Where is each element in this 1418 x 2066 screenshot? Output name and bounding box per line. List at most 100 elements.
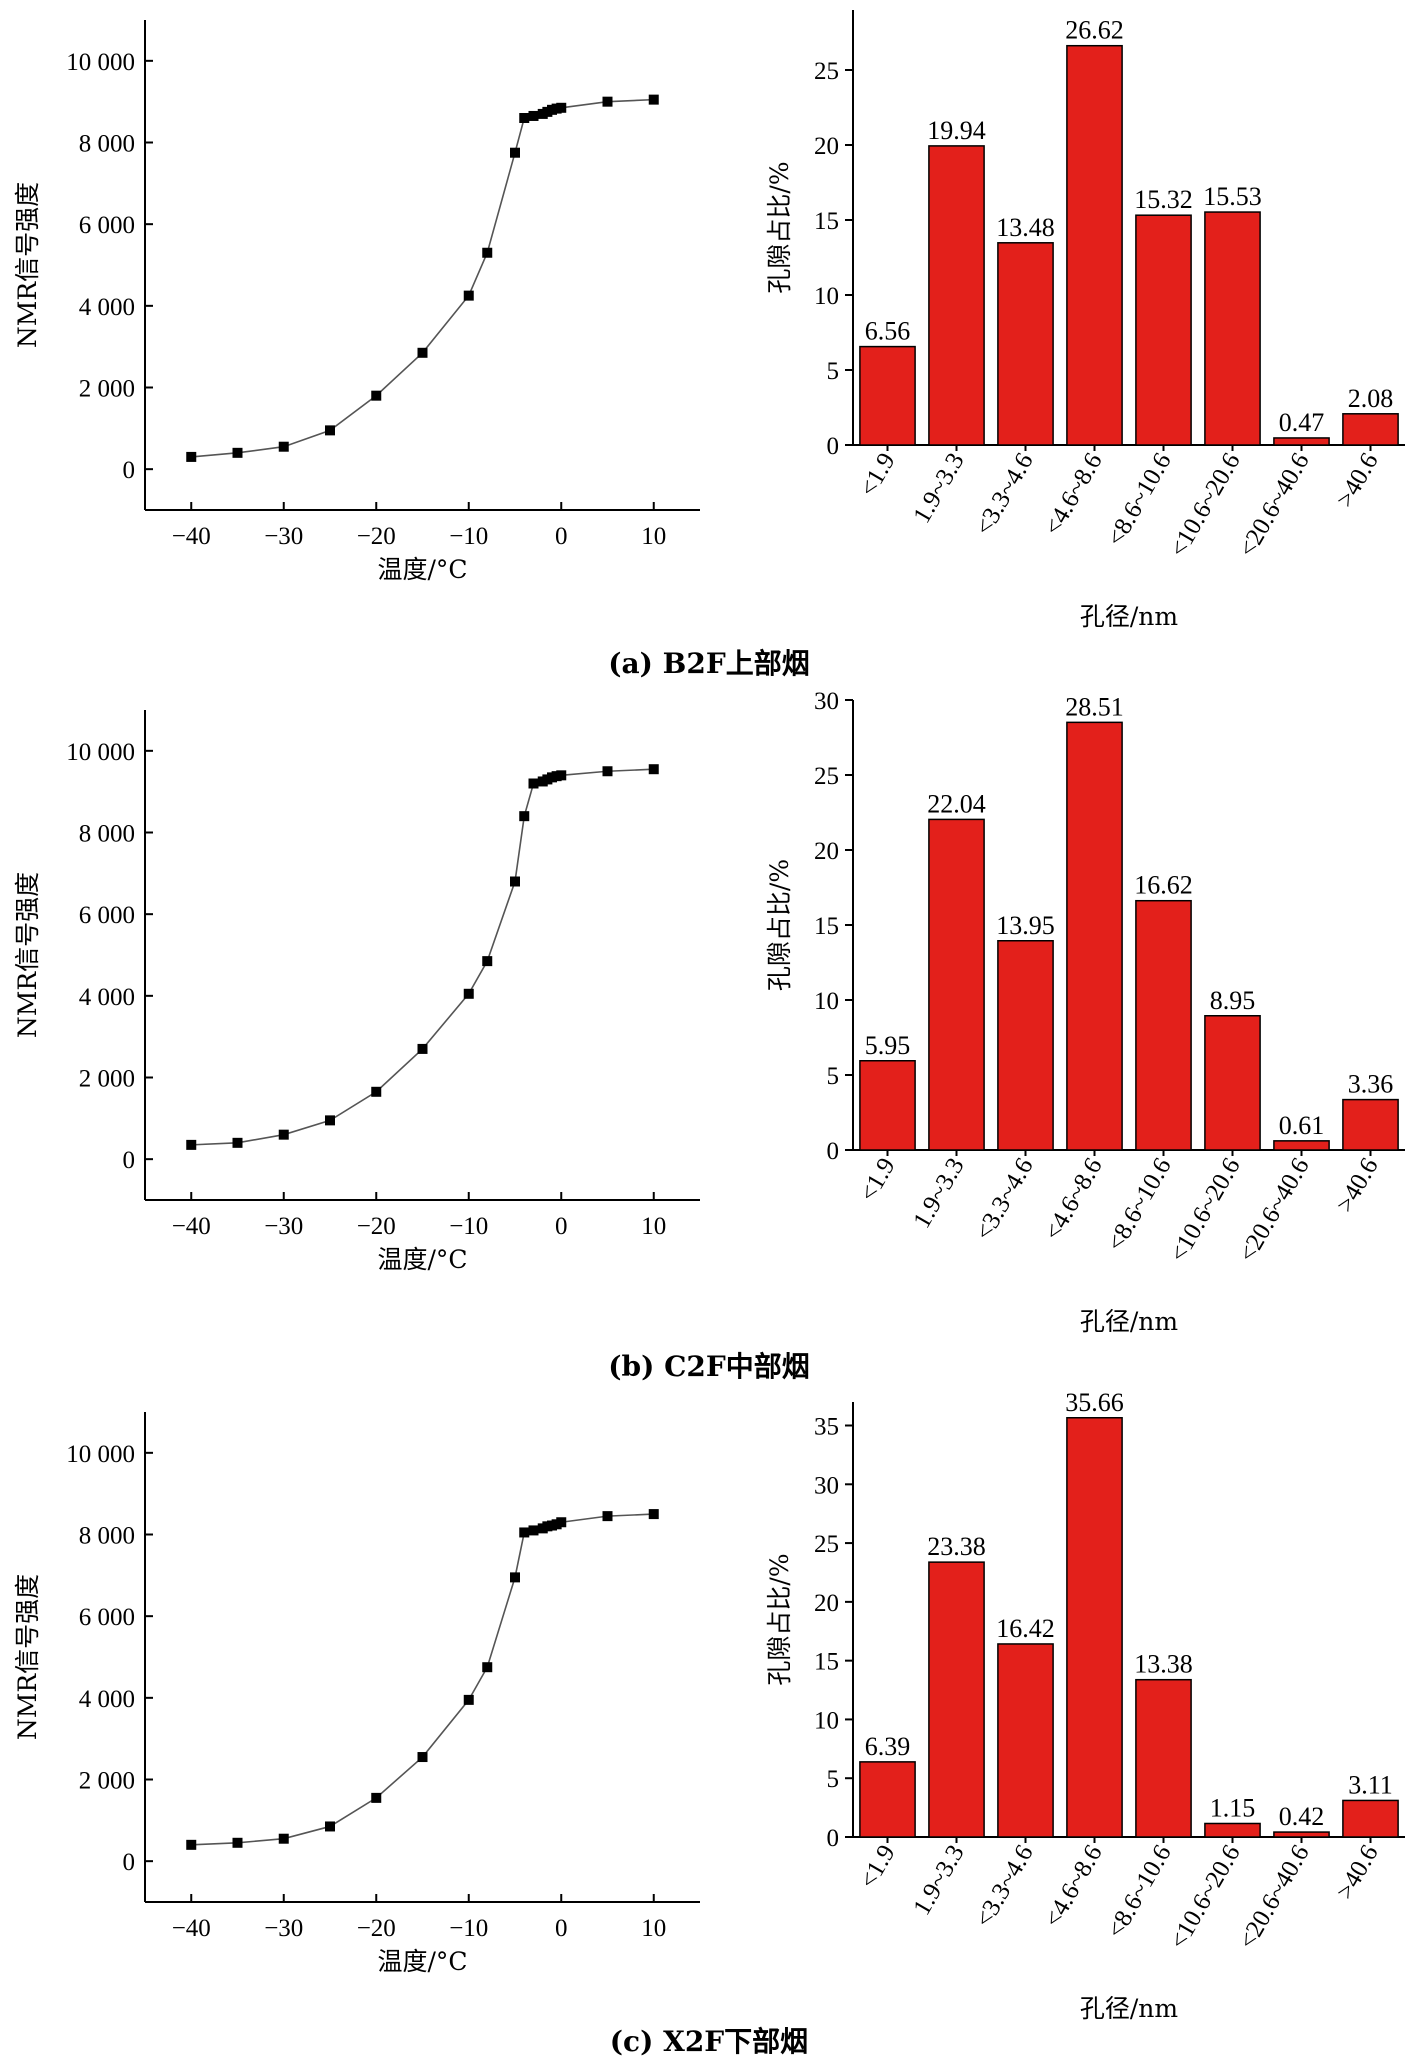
y-tick-label: 4 000 bbox=[79, 1686, 135, 1713]
data-point bbox=[463, 988, 474, 999]
x-tick-label: −30 bbox=[264, 523, 303, 550]
data-point bbox=[482, 1662, 493, 1673]
y-tick-label: 30 bbox=[814, 690, 839, 715]
data-point bbox=[186, 451, 197, 462]
data-label: 0.42 bbox=[1279, 1802, 1325, 1831]
data-point bbox=[482, 247, 493, 258]
data-point bbox=[602, 766, 613, 777]
bar bbox=[1204, 1822, 1261, 1838]
y-tick-label: 4 000 bbox=[79, 984, 135, 1011]
bar bbox=[997, 940, 1054, 1151]
series-line bbox=[191, 1513, 654, 1846]
line-chart-a: 0 2 000 4 000 6 000 8 000 10 000 −40 −30 −20 −10 0… bbox=[13, 20, 700, 584]
data-point bbox=[648, 94, 659, 105]
bar bbox=[1342, 1098, 1399, 1151]
y-tick-label: 10 000 bbox=[66, 1441, 135, 1468]
data-point bbox=[528, 110, 539, 121]
data-label: 15.32 bbox=[1134, 185, 1193, 214]
y-tick-label: 0 bbox=[123, 1849, 136, 1876]
x-tick-label: <10.6~20.6 bbox=[1165, 449, 1246, 562]
y-tick-label: 15 bbox=[814, 208, 839, 235]
data-label: 2.08 bbox=[1348, 384, 1394, 413]
x-tick-label: <8.6~10.6 bbox=[1102, 1841, 1177, 1943]
y-tick-label: 25 bbox=[814, 763, 839, 790]
y-tick-label: 5 bbox=[827, 1063, 840, 1090]
x-axis-label: 孔径/nm bbox=[1080, 1994, 1179, 2023]
data-point bbox=[371, 390, 382, 401]
data-point bbox=[648, 1509, 659, 1520]
caption-c: (c) X2F下部烟 bbox=[609, 2025, 809, 2058]
data-point bbox=[278, 441, 289, 452]
x-tick-label: <10.6~20.6 bbox=[1165, 1154, 1246, 1267]
x-axis-label: 温度/°C bbox=[377, 1245, 467, 1274]
y-tick-label: 20 bbox=[814, 133, 839, 160]
caption-a: (a) B2F上部烟 bbox=[608, 647, 810, 680]
data-point bbox=[232, 1837, 243, 1848]
x-tick-label: 1.9~3.3 bbox=[908, 449, 969, 528]
bar bbox=[928, 818, 985, 1151]
y-axis-label: NMR信号强度 bbox=[13, 872, 42, 1038]
x-tick-label: <3.3~4.6 bbox=[970, 449, 1038, 541]
x-tick-label: 1.9~3.3 bbox=[908, 1154, 969, 1233]
x-tick-label: <8.6~10.6 bbox=[1102, 1154, 1177, 1256]
bar bbox=[1273, 437, 1330, 446]
y-tick-label: 5 bbox=[827, 358, 840, 385]
x-tick-label: >40.6 bbox=[1331, 1841, 1383, 1905]
y-tick-label: 0 bbox=[827, 1825, 840, 1852]
data-point bbox=[371, 1792, 382, 1803]
data-label: 13.48 bbox=[996, 213, 1055, 242]
data-label: 13.95 bbox=[996, 911, 1055, 940]
x-tick-label: <1.9 bbox=[855, 1154, 901, 1207]
x-tick-label: −10 bbox=[449, 1915, 488, 1942]
data-point bbox=[510, 1572, 520, 1583]
bar bbox=[859, 1761, 916, 1838]
data-label: 22.04 bbox=[927, 789, 986, 818]
bar bbox=[928, 145, 985, 446]
x-tick-label: 10 bbox=[641, 1213, 666, 1240]
x-tick-label: −40 bbox=[172, 523, 211, 550]
y-tick-label: 0 bbox=[123, 457, 136, 484]
series-line bbox=[191, 98, 654, 458]
y-tick-label: 2 000 bbox=[79, 1768, 135, 1795]
bar bbox=[1066, 721, 1123, 1151]
x-tick-label: 0 bbox=[555, 1213, 568, 1240]
y-tick-label: 6 000 bbox=[79, 212, 135, 239]
bar-chart-a: 0 5 10 15 20 25 6.56 <1.9 19.94 1.9~3.3 13.48 <3.3~… bbox=[765, 10, 1405, 631]
x-tick-label: −10 bbox=[449, 523, 488, 550]
bar bbox=[1135, 214, 1192, 446]
data-label: 26.62 bbox=[1065, 16, 1124, 45]
data-label: 16.42 bbox=[996, 1614, 1055, 1643]
y-tick-label: 20 bbox=[814, 838, 839, 865]
data-point bbox=[510, 147, 520, 158]
y-tick-label: 4 000 bbox=[79, 294, 135, 321]
x-tick-label: <20.6~40.6 bbox=[1234, 1154, 1315, 1267]
bar bbox=[1273, 1140, 1330, 1151]
y-axis-label: NMR信号强度 bbox=[13, 182, 42, 348]
y-tick-label: 25 bbox=[814, 58, 839, 85]
data-label: 1.15 bbox=[1210, 1793, 1256, 1822]
data-label: 28.51 bbox=[1065, 692, 1124, 721]
data-label: 15.53 bbox=[1203, 182, 1262, 211]
x-tick-label: >40.6 bbox=[1331, 1154, 1383, 1218]
data-point bbox=[463, 290, 474, 301]
data-label: 19.94 bbox=[927, 116, 986, 145]
y-tick-label: 35 bbox=[814, 1414, 839, 1441]
data-label: 23.38 bbox=[927, 1532, 986, 1561]
data-point bbox=[232, 1137, 243, 1148]
x-tick-label: 10 bbox=[641, 1915, 666, 1942]
y-axis-label: 孔隙占比/% bbox=[765, 859, 794, 991]
bar bbox=[859, 1060, 916, 1151]
data-point bbox=[556, 102, 567, 113]
bar bbox=[1135, 1678, 1192, 1838]
data-point bbox=[417, 1752, 428, 1763]
y-tick-label: 25 bbox=[814, 1531, 839, 1558]
data-point bbox=[519, 113, 530, 123]
y-tick-label: 6 000 bbox=[79, 902, 135, 929]
bar-chart-b: 0 5 10 15 20 25 30 5.95 <1.9 22.04 1.9~3.3 13.95 <3.… bbox=[765, 690, 1405, 1336]
data-point bbox=[510, 876, 520, 887]
data-label: 16.62 bbox=[1134, 871, 1193, 900]
data-point bbox=[325, 1821, 335, 1832]
data-point bbox=[556, 1517, 567, 1528]
data-point bbox=[648, 764, 659, 775]
series-line bbox=[191, 768, 654, 1146]
